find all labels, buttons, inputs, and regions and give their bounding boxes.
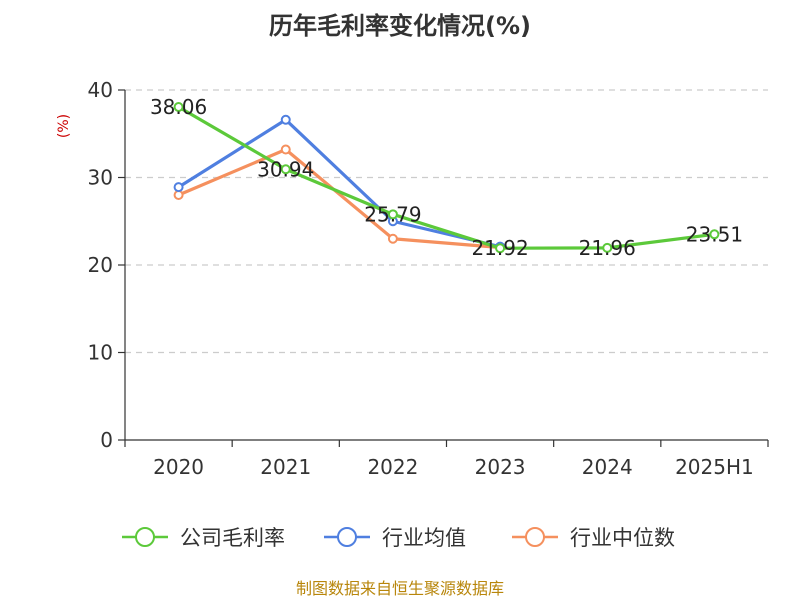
data-label-3: 21.92: [471, 236, 528, 260]
data-point-2-1: [280, 144, 291, 155]
x-tick-label-2020: 2020: [153, 455, 204, 479]
series-line-0: [176, 105, 717, 250]
data-label-4: 21.96: [579, 236, 636, 260]
data-label-1: 30.94: [257, 157, 314, 181]
data-label-5: 23.51: [686, 222, 743, 246]
data-point-0-0: [173, 101, 184, 112]
legend-label: 公司毛利率: [180, 526, 285, 550]
legend[interactable]: 公司毛利率 行业均值 行业中位数: [122, 526, 675, 550]
data-point-1-0: [173, 182, 184, 193]
data-point-0-5: [709, 229, 720, 240]
data-label-2: 25.79: [364, 202, 421, 226]
data-labels: 38.06 30.94 25.79 21.92 21.96 23.51: [150, 95, 743, 260]
data-label-0: 38.06: [150, 95, 207, 119]
legend-swatch-marker: [337, 527, 357, 547]
x-tick-label-2025H1: 2025H1: [675, 455, 754, 479]
series-line-2: [176, 147, 502, 250]
series-layer: [173, 101, 720, 254]
data-point-0-4: [602, 242, 613, 253]
x-tick-label-2024: 2024: [582, 455, 633, 479]
data-point-2-0: [173, 190, 184, 200]
grid-lines: [125, 89, 768, 354]
legend-item-0[interactable]: 公司毛利率: [122, 526, 285, 550]
legend-swatch-marker: [525, 527, 545, 547]
legend-item-2[interactable]: 行业中位数: [512, 526, 675, 550]
legend-label: 行业中位数: [570, 526, 675, 550]
data-point-0-1: [280, 164, 291, 175]
y-tick-label-40: 40: [88, 78, 113, 102]
y-tick-label-20: 20: [88, 253, 113, 277]
data-point-2-2: [387, 233, 398, 244]
y-axis-unit-label: (%): [56, 114, 72, 138]
x-tick-label-2022: 2022: [367, 455, 418, 479]
source-footer: 制图数据来自恒生聚源数据库: [296, 579, 504, 598]
legend-swatch-marker: [135, 527, 155, 547]
y-tick-label-0: 0: [100, 428, 113, 452]
x-tick-label-2023: 2023: [475, 455, 526, 479]
x-tick-label-2021: 2021: [260, 455, 311, 479]
axes: 0 10 20 30 40 2020 2021 2022 2023 2024 2025H1: [88, 78, 769, 479]
chart-title: 历年毛利率变化情况(%): [269, 12, 531, 40]
y-tick-label-10: 10: [88, 341, 113, 365]
data-point-1-1: [280, 114, 291, 125]
legend-item-1[interactable]: 行业均值: [324, 526, 466, 550]
data-point-0-2: [387, 209, 398, 220]
series-line-1: [176, 118, 502, 249]
data-point-0-3: [495, 243, 506, 254]
legend-label: 行业均值: [382, 526, 466, 550]
y-tick-label-30: 30: [88, 166, 113, 190]
